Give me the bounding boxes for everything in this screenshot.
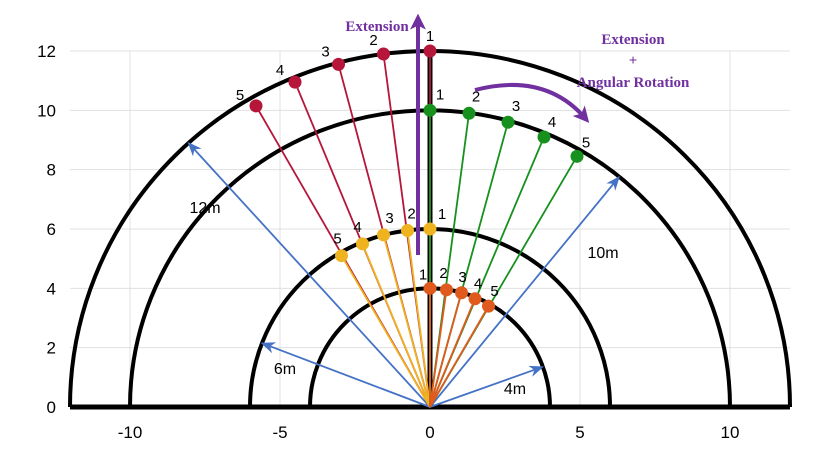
y-tick-label: 2: [47, 339, 56, 358]
series-1-label-5: 5: [333, 231, 341, 248]
series-3-line-3: [429, 292, 463, 408]
series-3-label-5: 5: [490, 283, 498, 300]
radius-arrows: 12m 10m 6m 4m: [187, 141, 620, 408]
radius-arrow-4m: [429, 365, 544, 408]
series-2-label-5: 5: [582, 134, 590, 151]
series-2-point-2: [462, 106, 476, 120]
series-0-point-1: [423, 44, 437, 58]
series-3-point-3: [455, 286, 468, 300]
series-3-line-2: [429, 289, 448, 408]
series-3-point-2: [440, 283, 453, 297]
series-1-point-5: [335, 249, 348, 263]
annotations: Extension Extension + Angular Rotation: [345, 13, 690, 255]
y-tick-label: 4: [47, 279, 56, 298]
y-tick-label: 8: [47, 161, 56, 180]
radius-arrow-6m: [260, 342, 431, 408]
radius-label-12m: 12m: [189, 200, 220, 217]
series-3-label-1: 1: [419, 266, 427, 283]
series-3-line-4: [429, 298, 476, 408]
x-tick-label: -10: [118, 423, 143, 442]
annotation-plus: +: [629, 53, 638, 69]
series-1-point-2: [401, 223, 414, 237]
series-0-point-4: [288, 75, 302, 89]
series-0-label-2: 2: [369, 32, 377, 49]
series-0-label-3: 3: [321, 43, 329, 60]
radius-arrow-10m: [429, 175, 620, 408]
series-0-label-4: 4: [276, 62, 284, 79]
series-2-label-4: 4: [548, 114, 556, 131]
series-2-point-5: [570, 149, 584, 163]
series-3-label-4: 4: [474, 276, 482, 293]
series-3-point-5: [482, 299, 495, 313]
series-1-point-3: [377, 228, 390, 242]
series-1-line-5: [340, 255, 431, 408]
series-2-point-3: [501, 115, 515, 129]
series-0-label-1: 1: [426, 28, 434, 45]
x-tick-label: 5: [575, 423, 584, 442]
rotation-arrow: [474, 83, 590, 123]
series-2-label-1: 1: [436, 86, 444, 103]
annotation-extension-vertical: Extension: [345, 19, 409, 35]
x-tick-label: 0: [425, 423, 434, 442]
series-1-point-4: [356, 237, 369, 251]
series-3-label-3: 3: [458, 269, 466, 286]
series-1-label-4: 4: [353, 219, 361, 236]
series-3-label-2: 2: [439, 265, 447, 282]
series-2-label-2: 2: [472, 88, 480, 105]
y-tick-label: 10: [37, 101, 56, 120]
x-tick-label: -5: [272, 423, 287, 442]
annotation-extension-rotation-line1: Extension: [601, 32, 665, 48]
series-0-label-5: 5: [236, 87, 244, 104]
series-0-point-3: [332, 57, 345, 71]
radius-label-6m: 6m: [274, 361, 296, 378]
radius-arrow-12m: [187, 141, 431, 408]
series-2-point-4: [537, 130, 551, 144]
series-3-point-4: [468, 292, 482, 306]
series-1-label-2: 2: [407, 205, 415, 222]
series-2-label-3: 3: [512, 98, 520, 115]
radius-label-10m: 10m: [587, 245, 618, 262]
y-tick-label: 12: [37, 42, 56, 61]
series-1-label-1: 1: [438, 206, 446, 223]
series-1-line-3: [382, 234, 431, 408]
y-tick-label: 6: [47, 220, 56, 239]
y-tick-label: 0: [47, 398, 56, 417]
series-3-line-5: [429, 305, 490, 408]
series-2-point-1: [423, 103, 437, 117]
series-3-point-1: [423, 281, 437, 295]
series-1-point-1: [423, 222, 437, 236]
series-0-point-5: [249, 99, 263, 113]
series-0-point-2: [377, 47, 390, 61]
series-1-label-3: 3: [385, 210, 393, 227]
series-1-line-2: [406, 230, 431, 408]
annotation-angular-rotation: Angular Rotation: [577, 75, 690, 91]
series-1-line-4: [361, 243, 431, 408]
x-tick-label: 10: [721, 423, 740, 442]
radius-label-4m: 4m: [504, 381, 526, 398]
